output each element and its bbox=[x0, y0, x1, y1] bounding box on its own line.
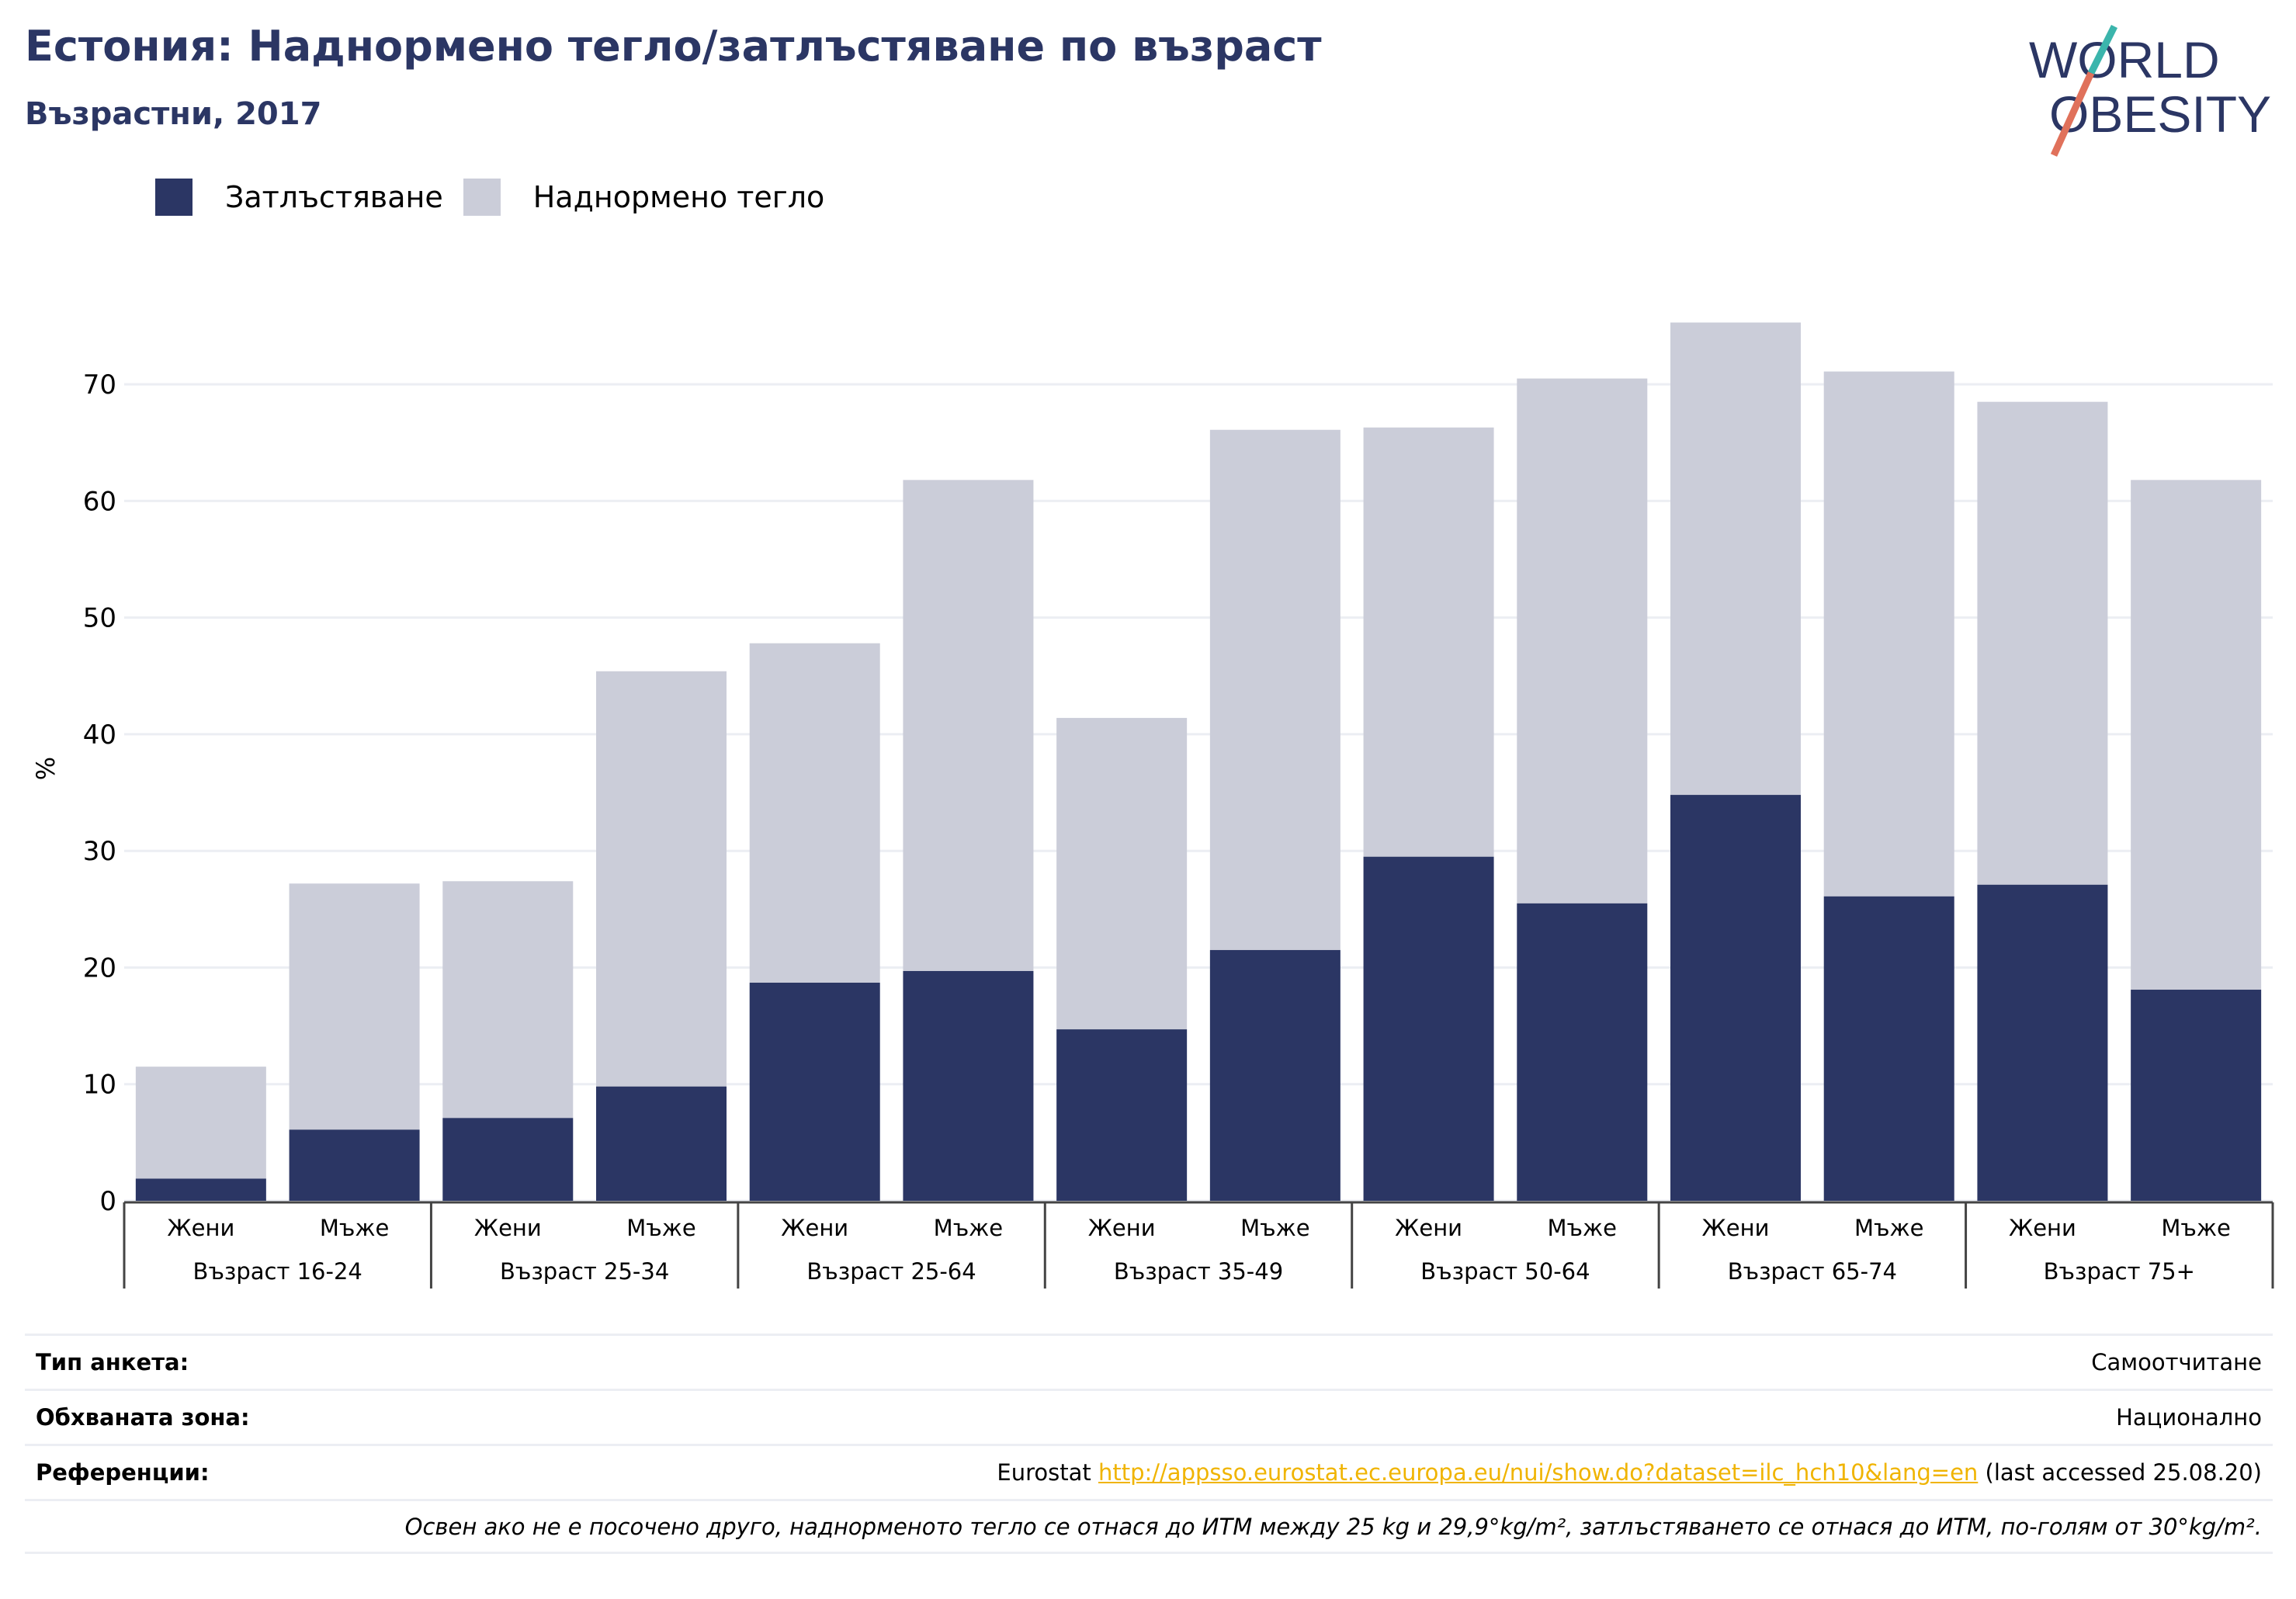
logo-slash-red bbox=[2050, 71, 2095, 157]
x-tick-label: Мъже bbox=[1548, 1215, 1617, 1241]
bar-overweight[interactable] bbox=[1209, 429, 1340, 950]
bar-overweight[interactable] bbox=[903, 480, 1034, 971]
bar-obesity[interactable] bbox=[1977, 884, 2108, 1201]
bar-obesity[interactable] bbox=[442, 1118, 574, 1201]
y-tick-label: 30 bbox=[83, 836, 116, 867]
chart-title: Естония: Наднормено тегло/затлъстяване п… bbox=[25, 22, 1322, 71]
coverage-label: Обхваната зона: bbox=[36, 1404, 250, 1431]
x-tick-label: Жени bbox=[167, 1215, 234, 1241]
legend-label-overweight: Наднормено тегло bbox=[532, 180, 825, 214]
bar-obesity[interactable] bbox=[1517, 903, 1648, 1201]
bar-overweight[interactable] bbox=[289, 883, 420, 1130]
bar-overweight[interactable] bbox=[1670, 322, 1801, 796]
legend-swatch-obesity bbox=[155, 179, 192, 216]
x-tick-label: Мъже bbox=[934, 1215, 1003, 1241]
legend: Затлъстяване Наднормено тегло bbox=[155, 179, 845, 216]
y-tick-label: 70 bbox=[83, 369, 116, 401]
bar-overweight[interactable] bbox=[2131, 480, 2262, 990]
x-tick-label: Жени bbox=[2009, 1215, 2076, 1241]
x-tick-label: Мъже bbox=[2161, 1215, 2230, 1241]
group-label: Възраст 16-24 bbox=[193, 1258, 362, 1285]
chart-subtitle: Възрастни, 2017 bbox=[25, 96, 322, 132]
x-tick-label: Мъже bbox=[1240, 1215, 1309, 1241]
survey-type-label: Тип анкета: bbox=[36, 1349, 189, 1375]
x-tick-label: Жени bbox=[1702, 1215, 1770, 1241]
group-label: Възраст 35-49 bbox=[1114, 1258, 1283, 1285]
bar-overweight[interactable] bbox=[1363, 427, 1494, 857]
bar-obesity[interactable] bbox=[596, 1086, 727, 1201]
x-tick-label: Жени bbox=[781, 1215, 848, 1241]
bar-obesity[interactable] bbox=[135, 1178, 266, 1201]
bar-overweight[interactable] bbox=[1517, 378, 1648, 904]
y-axis-label: % bbox=[31, 757, 61, 780]
logo-line1: WORLD bbox=[2029, 31, 2220, 88]
bar-overweight[interactable] bbox=[1977, 401, 2108, 885]
info-table: Тип анкета: Самоотчитане Обхваната зона:… bbox=[25, 1334, 2273, 1554]
x-tick-label: Мъже bbox=[320, 1215, 389, 1241]
survey-type-value: Самоотчитане bbox=[2091, 1349, 2262, 1375]
x-tick-label: Жени bbox=[1088, 1215, 1156, 1241]
bar-obesity[interactable] bbox=[903, 970, 1034, 1201]
bar-obesity[interactable] bbox=[2131, 990, 2262, 1201]
references-value: Eurostat http://appsso.eurostat.ec.europ… bbox=[997, 1459, 2262, 1486]
coverage-value: Национално bbox=[2116, 1404, 2262, 1431]
y-tick-label: 50 bbox=[83, 603, 116, 634]
bar-overweight[interactable] bbox=[749, 643, 880, 983]
group-label: Възраст 75+ bbox=[2044, 1258, 2195, 1285]
legend-swatch-overweight bbox=[463, 179, 501, 216]
references-suffix: (last accessed 25.08.20) bbox=[1978, 1459, 2263, 1486]
logo-slash-teal bbox=[2087, 24, 2118, 75]
bar-obesity[interactable] bbox=[1670, 795, 1801, 1201]
y-tick-label: 20 bbox=[83, 952, 116, 983]
info-row-survey: Тип анкета: Самоотчитане bbox=[25, 1334, 2273, 1389]
info-row-references: Референции: Eurostat http://appsso.euros… bbox=[25, 1444, 2273, 1499]
bar-overweight[interactable] bbox=[596, 671, 727, 1087]
bar-overweight[interactable] bbox=[442, 881, 574, 1119]
references-label: Референции: bbox=[36, 1459, 210, 1486]
x-tick-label: Жени bbox=[474, 1215, 542, 1241]
x-tick-label: Жени bbox=[1395, 1215, 1462, 1241]
bar-obesity[interactable] bbox=[1823, 896, 1954, 1201]
group-label: Възраст 25-34 bbox=[500, 1258, 669, 1285]
x-axis: Жени Мъже Жени Мъже Жени Мъже Жени Мъже Жени Мъже… bbox=[123, 1201, 2274, 1289]
bar-obesity[interactable] bbox=[749, 983, 880, 1201]
y-tick-label: 60 bbox=[83, 486, 116, 517]
info-row-coverage: Обхваната зона: Национално bbox=[25, 1389, 2273, 1444]
bar-overweight[interactable] bbox=[1823, 371, 1954, 897]
y-tick-label: 40 bbox=[83, 720, 116, 751]
bars bbox=[135, 322, 2262, 1201]
bar-overweight[interactable] bbox=[135, 1067, 266, 1179]
legend-item-overweight[interactable]: Наднормено тегло bbox=[463, 179, 825, 216]
bar-obesity[interactable] bbox=[1056, 1029, 1188, 1201]
legend-label-obesity: Затлъстяване bbox=[225, 180, 443, 214]
group-label: Възраст 25-64 bbox=[806, 1258, 976, 1285]
bar-obesity[interactable] bbox=[1363, 856, 1494, 1201]
legend-item-obesity[interactable]: Затлъстяване bbox=[155, 179, 443, 216]
bar-overweight[interactable] bbox=[1056, 717, 1188, 1030]
y-tick-label: 0 bbox=[99, 1186, 116, 1217]
x-tick-label: Мъже bbox=[626, 1215, 695, 1241]
group-label: Възраст 65-74 bbox=[1728, 1258, 1897, 1285]
references-prefix: Eurostat bbox=[997, 1459, 1098, 1486]
world-obesity-logo: WORLD OBESITY bbox=[2029, 24, 2271, 157]
y-axis-ticks: 0 10 20 30 40 50 60 70 bbox=[83, 369, 116, 1217]
bar-obesity[interactable] bbox=[289, 1129, 420, 1201]
definition-note: Освен ако не е посочено друго, наднормен… bbox=[404, 1513, 2262, 1540]
info-row-note: Освен ако не е посочено друго, наднормен… bbox=[25, 1499, 2273, 1554]
group-label: Възраст 50-64 bbox=[1420, 1258, 1590, 1285]
stacked-bar-chart: 0 10 20 30 40 50 60 70 Жени Мъже Жени Мъже Жени Мъже… bbox=[31, 322, 2274, 1289]
y-tick-label: 10 bbox=[83, 1070, 116, 1101]
references-link[interactable]: http://appsso.eurostat.ec.europa.eu/nui/… bbox=[1098, 1459, 1979, 1486]
bar-obesity[interactable] bbox=[1209, 949, 1340, 1201]
logo-line2: OBESITY bbox=[2049, 85, 2271, 143]
x-tick-label: Мъже bbox=[1854, 1215, 1923, 1241]
